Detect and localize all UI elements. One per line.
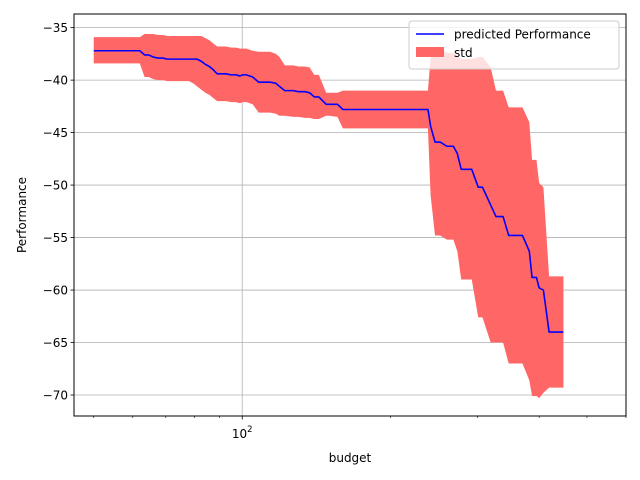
predicted-performance-line-layer [93,49,564,333]
legend-patch-swatch [416,47,444,57]
y-axis-label: Performance [15,177,29,253]
y-tick-label: −40 [43,74,68,88]
std-band-layer [93,33,564,399]
y-tick-label: −35 [43,21,68,35]
std-band [93,33,564,399]
x-axis-label: budget [329,451,372,465]
predicted-performance-line [93,49,564,333]
legend-label-std: std [454,46,473,60]
y-axis-ticks: −35 −40 −45 −50 −55 −60 −65 −70 [43,21,74,403]
y-tick-label: −50 [43,179,68,193]
y-tick-label: −65 [43,336,68,350]
y-tick-label: −55 [43,231,68,245]
y-tick-label: −45 [43,126,68,140]
legend-box [408,20,620,70]
y-tick-label: −60 [43,284,68,298]
plot-area-frame [73,13,627,417]
y-tick-label: −70 [43,389,68,403]
legend: predicted Performance std [408,20,620,70]
x-tick-label: 102 [232,425,253,441]
x-axis-ticks: 102 [93,416,627,441]
legend-label-predicted-performance: predicted Performance [454,28,591,42]
